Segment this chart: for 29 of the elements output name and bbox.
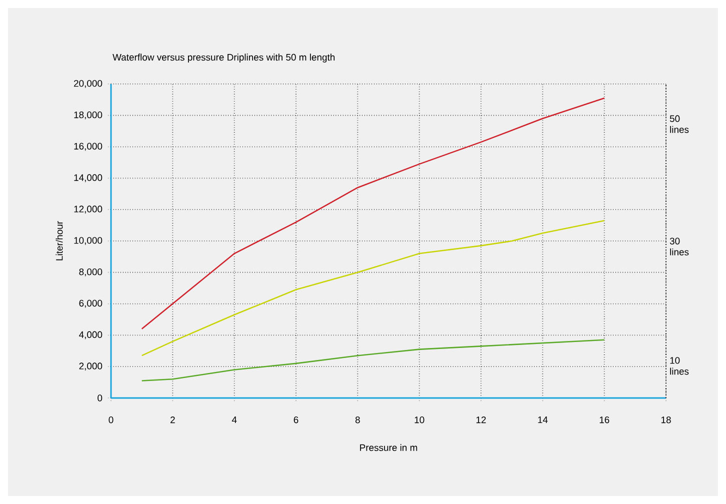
text: 50 lines <box>670 115 689 133</box>
y-tick-label: 0 <box>98 394 102 402</box>
text: 30 lines <box>670 238 689 256</box>
y-tick-label: 4,000 <box>79 331 102 340</box>
y-tick-label: 8,000 <box>79 268 102 276</box>
x-tick-label: 8 <box>355 416 360 424</box>
y-tick-label: 12,000 <box>74 206 102 214</box>
y-tick-label: 16,000 <box>74 142 102 151</box>
x-tick-label: 12 <box>476 416 486 424</box>
text: 10 lines <box>670 357 689 375</box>
y-tick-label: 20,000 <box>74 80 102 88</box>
y-tick-label: 14,000 <box>74 174 102 182</box>
x-tick-label: 16 <box>600 416 610 424</box>
y-tick-label: 10,000 <box>74 237 102 245</box>
x-axis-title: Pressure in m <box>360 444 418 451</box>
x-tick-label: 2 <box>170 416 175 424</box>
x-tick-label: 4 <box>232 416 237 424</box>
chart-title: Waterflow versus pressure Driplines with 50 m length <box>112 54 335 62</box>
x-tick-label: 0 <box>108 416 114 424</box>
x-tick-label: 14 <box>538 416 548 424</box>
y-tick-label: 2,000 <box>79 362 102 371</box>
x-tick-label: 6 <box>294 416 298 424</box>
y-axis-title: Liter/hour <box>56 221 63 260</box>
y-tick-label: 18,000 <box>74 111 102 120</box>
x-tick-label: 18 <box>661 416 671 424</box>
line-series <box>141 97 605 330</box>
line-series <box>141 220 605 356</box>
y-tick-label: 6,000 <box>79 300 102 308</box>
x-tick-label: 10 <box>414 416 424 424</box>
